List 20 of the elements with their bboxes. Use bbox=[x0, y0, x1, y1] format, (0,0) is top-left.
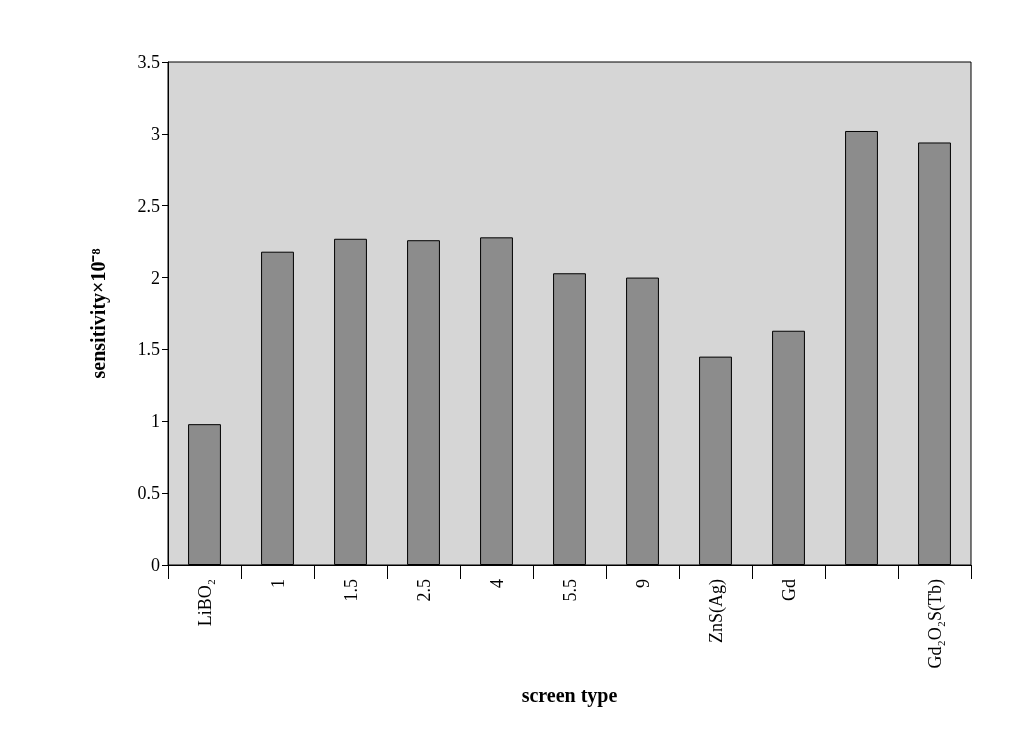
y-tick-label: 0.5 bbox=[137, 483, 160, 504]
y-tick-label: 2 bbox=[151, 267, 160, 288]
y-tick-label: 2.5 bbox=[137, 195, 160, 216]
x-tick-label: 4 bbox=[486, 579, 507, 588]
x-tick-label: Gd bbox=[778, 579, 799, 601]
x-tick-label: ZnS(Ag) bbox=[705, 579, 727, 643]
x-tick-label: 1 bbox=[267, 579, 288, 588]
x-tick-label: 1.5 bbox=[340, 579, 361, 602]
x-tick-label: 5.5 bbox=[559, 579, 580, 602]
y-tick-label: 0 bbox=[151, 555, 160, 575]
y-tick-label: 1.5 bbox=[137, 339, 160, 360]
x-tick-label: Gd₂O₂S(Tb) bbox=[924, 579, 946, 669]
x-tick-label: LiBO₂ bbox=[194, 579, 215, 627]
x-tick-label: 9 bbox=[632, 579, 653, 588]
x-axis-title: screen type bbox=[521, 684, 618, 707]
y-tick-label: 3.5 bbox=[137, 52, 160, 72]
x-tick-label: 2.5 bbox=[413, 579, 434, 602]
y-tick-label: 3 bbox=[151, 123, 160, 144]
y-tick-label: 1 bbox=[151, 411, 160, 432]
y-axis-title: sensitivity×10⁻⁸ bbox=[87, 248, 110, 379]
